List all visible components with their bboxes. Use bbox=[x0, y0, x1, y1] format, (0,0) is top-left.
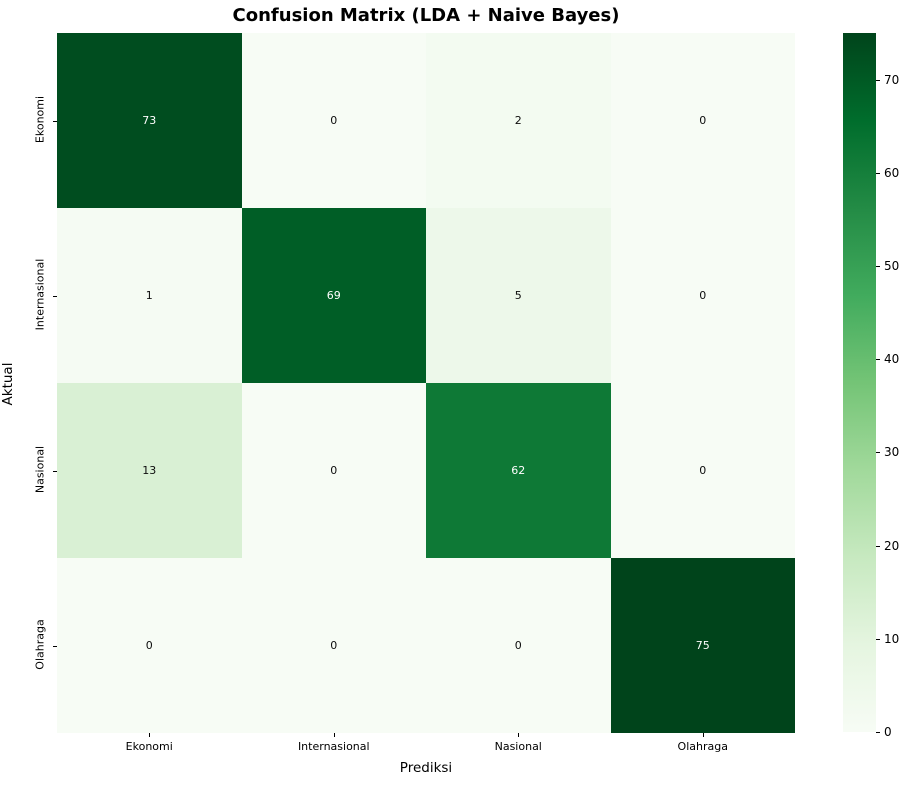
colorbar-tick-mark bbox=[876, 266, 880, 267]
x-tick-label-Nasional: Nasional bbox=[494, 740, 542, 753]
heatmap-cell-Internasional-Olahraga: 0 bbox=[610, 208, 795, 383]
cell-value: 73 bbox=[142, 114, 157, 127]
colorbar-tick-mark bbox=[876, 79, 880, 81]
cell-value: 5 bbox=[514, 289, 522, 302]
heatmap-cell-Olahraga-Olahraga: 75 bbox=[610, 558, 795, 733]
heatmap-cell-Olahraga-Internasional: 0 bbox=[241, 558, 426, 733]
chart-title: Confusion Matrix (LDA + Naive Bayes) bbox=[232, 5, 620, 26]
colorbar-tick-label-70: 70 bbox=[884, 72, 900, 87]
cell-value: 0 bbox=[699, 464, 707, 477]
x-tick-mark bbox=[149, 733, 151, 737]
y-tick-mark bbox=[53, 645, 57, 647]
x-tick-mark bbox=[333, 733, 335, 737]
cell-value: 75 bbox=[695, 639, 710, 652]
cell-value: 1 bbox=[145, 289, 153, 302]
x-tick-label-Internasional: Internasional bbox=[297, 740, 370, 753]
cell-value: 0 bbox=[330, 639, 338, 652]
heatmap-cell-Nasional-Nasional: 62 bbox=[426, 383, 611, 558]
cell-value: 0 bbox=[145, 639, 153, 652]
heatmap-cell-Ekonomi-Ekonomi: 73 bbox=[57, 33, 242, 208]
colorbar-tick-label-10: 10 bbox=[884, 631, 900, 646]
x-tick-mark bbox=[702, 733, 704, 737]
heatmap-grid: 73 0 2 0 1 69 5 0 13 0 62 0 0 0 0 75 bbox=[57, 33, 795, 733]
cell-value: 2 bbox=[514, 114, 522, 127]
colorbar-tick-mark bbox=[876, 545, 880, 547]
y-tick-mark bbox=[53, 470, 57, 472]
cell-value: 62 bbox=[511, 464, 526, 477]
colorbar-tick-label-0: 0 bbox=[884, 725, 892, 739]
heatmap-cell-Ekonomi-Nasional: 2 bbox=[426, 33, 611, 208]
cell-value: 0 bbox=[699, 289, 707, 302]
y-tick-label-Ekonomi: Ekonomi bbox=[33, 95, 47, 143]
cell-value: 0 bbox=[699, 114, 707, 127]
cell-value: 0 bbox=[330, 114, 338, 127]
heatmap-cell-Ekonomi-Internasional: 0 bbox=[241, 33, 426, 208]
colorbar-tick-mark bbox=[876, 732, 880, 733]
colorbar-tick-label-30: 30 bbox=[884, 445, 900, 460]
heatmap-cell-Olahraga-Nasional: 0 bbox=[426, 558, 611, 733]
cell-value: 69 bbox=[326, 289, 341, 302]
colorbar-tick-label-50: 50 bbox=[884, 259, 900, 273]
heatmap-cell-Internasional-Internasional: 69 bbox=[241, 208, 426, 383]
heatmap-cell-Internasional-Nasional: 5 bbox=[426, 208, 611, 383]
colorbar-tick-mark bbox=[876, 452, 880, 454]
x-axis-label: Prediksi bbox=[399, 760, 453, 776]
y-tick-label-Internasional: Internasional bbox=[33, 258, 47, 330]
cell-value: 0 bbox=[330, 464, 338, 477]
heatmap-cell-Olahraga-Ekonomi: 0 bbox=[57, 558, 242, 733]
heatmap-cell-Nasional-Internasional: 0 bbox=[241, 383, 426, 558]
cell-value: 13 bbox=[142, 464, 157, 477]
colorbar-tick-label-40: 40 bbox=[884, 352, 900, 367]
x-tick-label-Olahraga: Olahraga bbox=[677, 740, 728, 753]
y-tick-mark bbox=[53, 295, 57, 297]
colorbar-tick-mark bbox=[876, 359, 880, 361]
y-axis-label: Aktual bbox=[0, 362, 16, 406]
heatmap-cell-Nasional-Ekonomi: 13 bbox=[57, 383, 242, 558]
y-tick-mark bbox=[53, 120, 57, 122]
colorbar-tick-label-60: 60 bbox=[884, 165, 900, 180]
colorbar-tick-label-20: 20 bbox=[884, 538, 900, 553]
x-tick-mark bbox=[518, 733, 520, 737]
x-tick-label-Ekonomi: Ekonomi bbox=[125, 740, 173, 753]
colorbar-tick-mark bbox=[876, 172, 880, 174]
colorbar-tick-mark bbox=[876, 638, 880, 640]
colorbar bbox=[843, 33, 876, 732]
y-tick-label-Olahraga: Olahraga bbox=[33, 618, 47, 670]
heatmap-cell-Nasional-Olahraga: 0 bbox=[610, 383, 795, 558]
heatmap-cell-Internasional-Ekonomi: 1 bbox=[57, 208, 242, 383]
y-tick-label-Nasional: Nasional bbox=[33, 445, 47, 493]
cell-value: 0 bbox=[514, 639, 522, 652]
heatmap-cell-Ekonomi-Olahraga: 0 bbox=[610, 33, 795, 208]
